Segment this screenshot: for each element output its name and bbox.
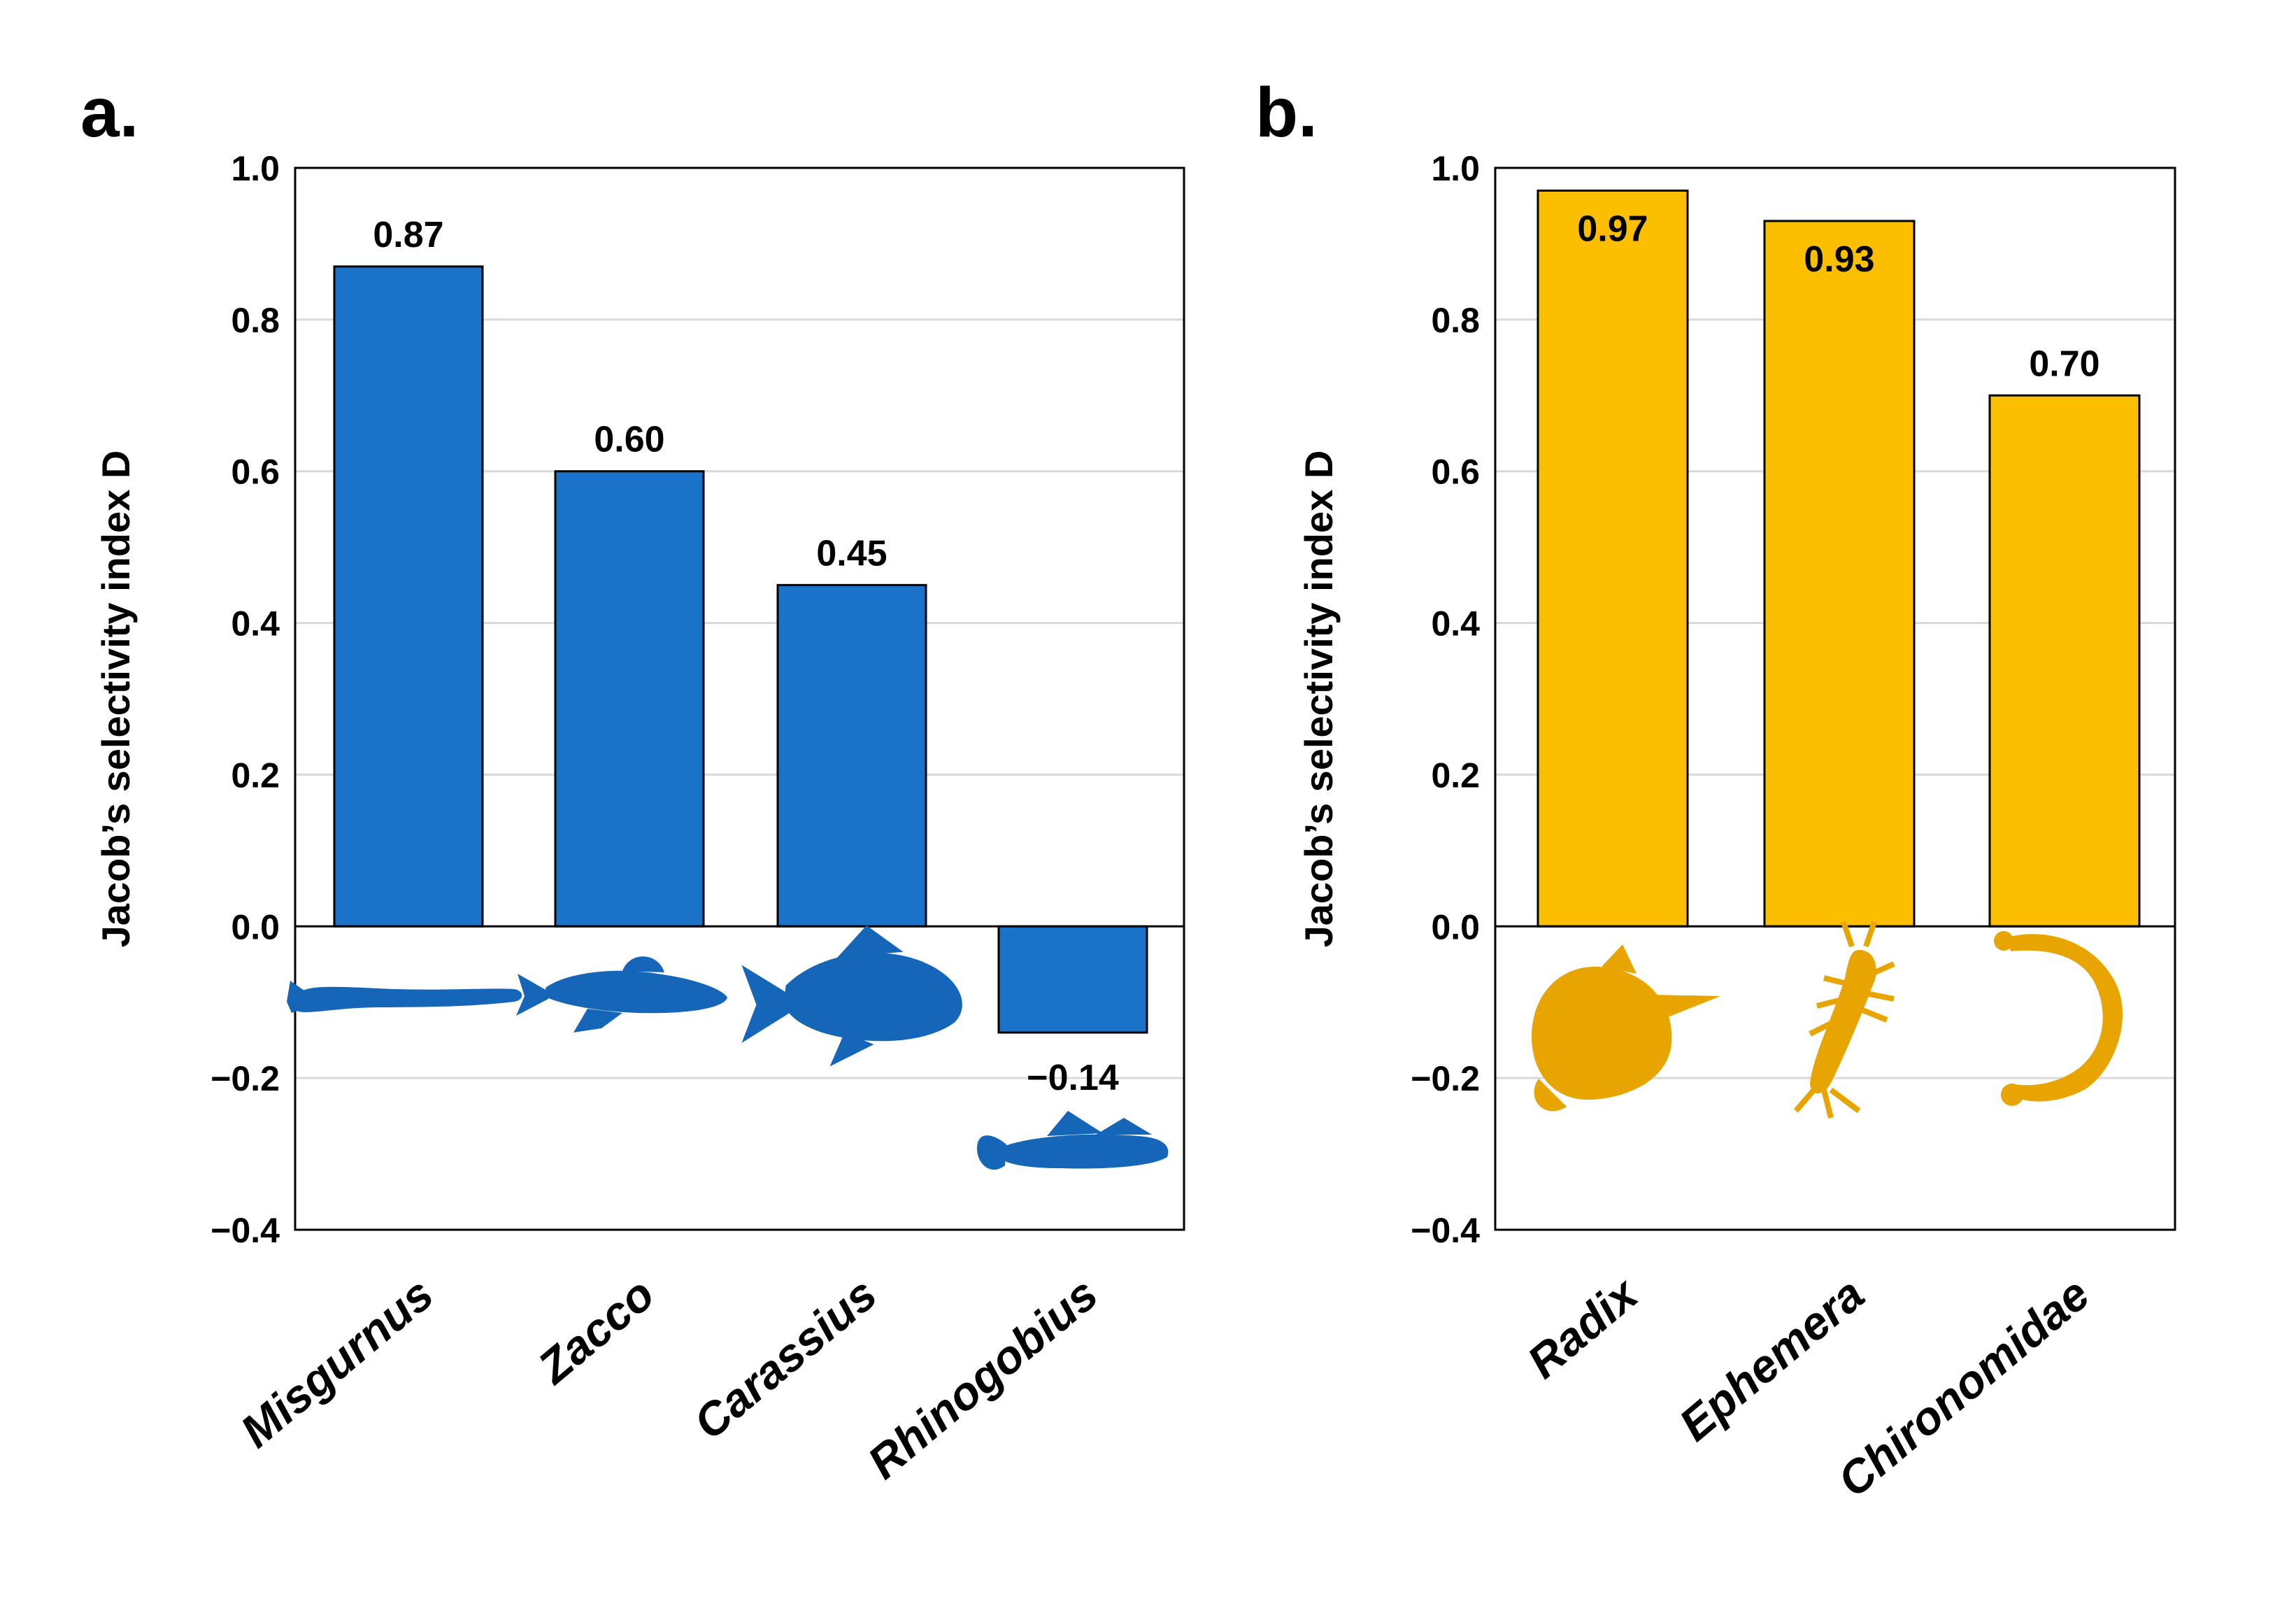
category-label: Ephemera <box>1669 1268 1874 1451</box>
data-label: 0.87 <box>373 215 443 255</box>
bar-rhinogobius <box>997 925 1148 1034</box>
category-label: Misgurnus <box>231 1268 443 1457</box>
data-label: 0.93 <box>1804 239 1874 280</box>
y-tick-label: 0.2 <box>231 755 280 795</box>
y-axis-title: Jacob’s selectivity index D <box>94 450 138 948</box>
y-tick-label: 0.6 <box>1431 453 1480 492</box>
y-tick-label: 0.0 <box>1431 907 1480 946</box>
y-axis-title: Jacob’s selectivity index D <box>1297 450 1341 948</box>
panel-letter: a. <box>80 73 138 152</box>
y-tick-label: 0.6 <box>231 453 280 492</box>
minnow-silhouette-icon <box>516 956 727 1032</box>
y-tick-label: 0.8 <box>231 301 280 340</box>
data-label: −0.14 <box>1027 1058 1119 1098</box>
category-label: Carassius <box>684 1268 886 1449</box>
y-tick-label: 1.0 <box>231 149 280 188</box>
loach-silhouette-icon <box>287 981 522 1013</box>
plot-frame <box>1494 166 2176 1231</box>
category-label: Zacco <box>527 1268 664 1394</box>
snail-silhouette-icon <box>1532 944 1720 1112</box>
data-label: 0.97 <box>1577 209 1648 250</box>
y-tick-label: 0.4 <box>1431 604 1480 644</box>
panel-letter: b. <box>1255 73 1318 152</box>
y-tick-label: −0.4 <box>1411 1211 1480 1250</box>
data-label: 0.70 <box>2029 343 2099 384</box>
y-tick-label: 0.4 <box>231 604 280 644</box>
data-label: 0.60 <box>594 420 664 460</box>
bar-zacco <box>554 470 705 928</box>
bar-radix <box>1536 190 1689 928</box>
data-label: 0.45 <box>816 533 887 574</box>
bar-ephemera <box>1763 220 1916 928</box>
mayfly-larva-silhouette-icon <box>1793 921 1895 1119</box>
bar-misgurnus <box>333 265 484 928</box>
category-label: Radix <box>1518 1267 1648 1389</box>
y-tick-label: 0.0 <box>231 907 280 946</box>
crucian-carp-silhouette-icon <box>741 925 962 1067</box>
y-tick-label: −0.2 <box>211 1059 280 1098</box>
y-tick-label: −0.2 <box>1411 1059 1480 1098</box>
plot-frame <box>294 166 1185 1231</box>
y-tick-label: 0.8 <box>1431 301 1480 340</box>
y-tick-label: 0.2 <box>1431 755 1480 795</box>
bar-carassius <box>776 583 927 928</box>
y-tick-label: −0.4 <box>211 1211 280 1250</box>
panel-a: a. −0.4 −0.2 0.0 0.2 0.4 0.6 0.8 1.0 Jacob’s sele… <box>80 73 1185 1489</box>
goby-silhouette-icon <box>977 1111 1169 1170</box>
y-tick-label: 1.0 <box>1431 149 1480 188</box>
panel-b: b. −0.4 −0.2 0.0 0.2 0.4 0.6 0.8 1.0 Jacob’s sele… <box>1255 73 2176 1507</box>
category-label: Rhinogobius <box>858 1268 1107 1489</box>
bar-chironomidae <box>1988 394 2141 928</box>
midge-larva-silhouette-icon <box>1994 931 2123 1106</box>
